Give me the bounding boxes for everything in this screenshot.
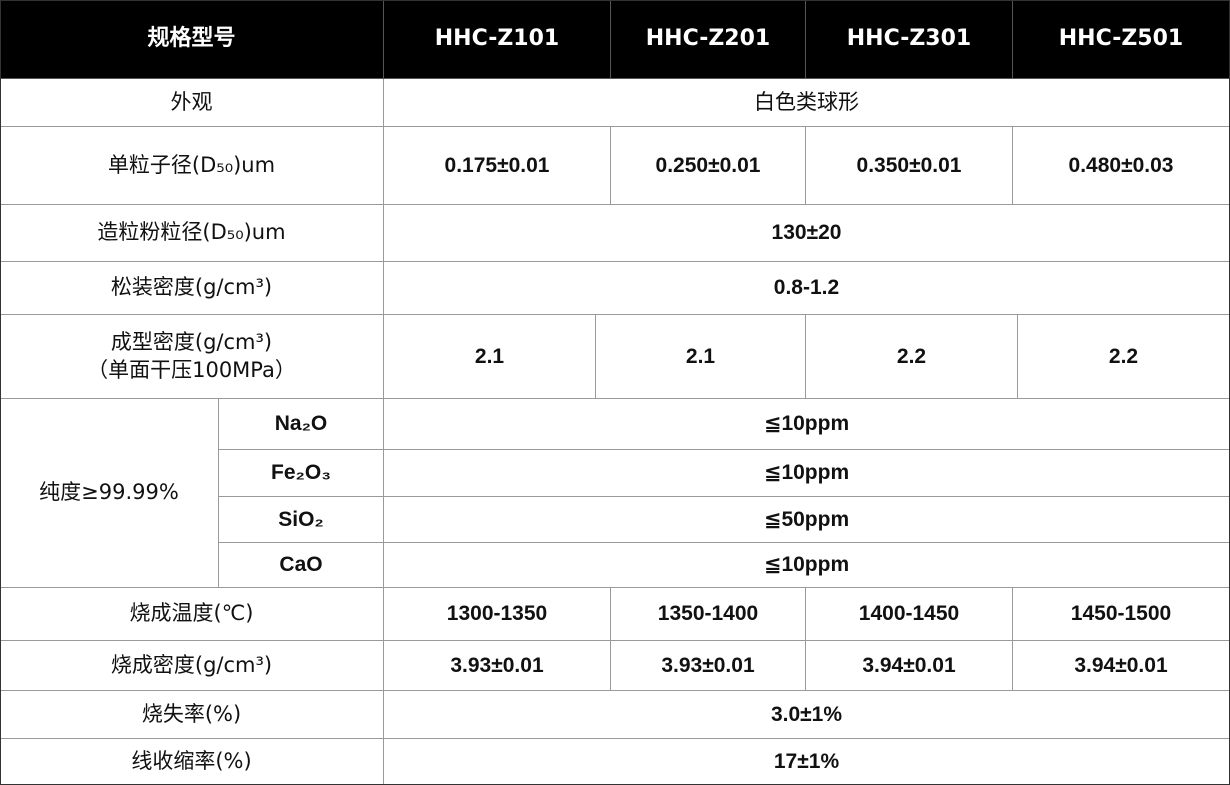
row-label: 线收缩率(%) <box>0 739 384 785</box>
row-label: 纯度≥99.99% <box>0 399 219 588</box>
value-cell: ≦10ppm <box>384 543 1230 588</box>
value-cell: 1350-1400 <box>611 588 806 641</box>
value-cell: 17±1% <box>384 739 1230 785</box>
row-label-sub: （单面干压100MPa） <box>87 357 296 382</box>
row-label: 外观 <box>0 79 384 127</box>
value-cell: 2.2 <box>1018 315 1230 399</box>
value-cell: 0.250±0.01 <box>611 127 806 205</box>
value-cell: 3.93±0.01 <box>611 641 806 691</box>
row-label-main: 成型密度(g/cm³) <box>110 330 273 355</box>
value-cell: 2.1 <box>596 315 806 399</box>
value-cell: 2.2 <box>806 315 1018 399</box>
impurity-name: CaO <box>219 543 384 588</box>
value-cell: ≦10ppm <box>384 399 1230 450</box>
value-cell: 白色类球形 <box>384 79 1230 127</box>
header-model: HHC-Z101 <box>384 0 611 79</box>
header-spec: 规格型号 <box>0 0 384 79</box>
impurity-name: SiO₂ <box>219 497 384 543</box>
value-cell: 1450-1500 <box>1013 588 1230 641</box>
row-label: 松装密度(g/cm³) <box>0 262 384 315</box>
row-label: 成型密度(g/cm³) （单面干压100MPa） <box>0 315 384 399</box>
row-label: 烧成密度(g/cm³) <box>0 641 384 691</box>
value-cell: 1300-1350 <box>384 588 611 641</box>
value-cell: 3.94±0.01 <box>1013 641 1230 691</box>
value-cell: 2.1 <box>384 315 596 399</box>
impurity-name: Na₂O <box>219 399 384 450</box>
value-cell: 3.93±0.01 <box>384 641 611 691</box>
value-cell: 0.480±0.03 <box>1013 127 1230 205</box>
value-cell: 0.175±0.01 <box>384 127 611 205</box>
value-cell: 130±20 <box>384 205 1230 262</box>
row-label: 烧成温度(℃) <box>0 588 384 641</box>
value-cell: ≦50ppm <box>384 497 1230 543</box>
row-label: 造粒粉粒径(D₅₀)um <box>0 205 384 262</box>
value-cell: 3.94±0.01 <box>806 641 1013 691</box>
header-model: HHC-Z501 <box>1013 0 1230 79</box>
row-label: 烧失率(%) <box>0 691 384 739</box>
value-cell: 0.8-1.2 <box>384 262 1230 315</box>
header-model: HHC-Z301 <box>806 0 1013 79</box>
value-cell: 1400-1450 <box>806 588 1013 641</box>
value-cell: 3.0±1% <box>384 691 1230 739</box>
value-cell: ≦10ppm <box>384 450 1230 497</box>
row-label: 单粒子径(D₅₀)um <box>0 127 384 205</box>
header-model: HHC-Z201 <box>611 0 806 79</box>
value-cell: 0.350±0.01 <box>806 127 1013 205</box>
impurity-name: Fe₂O₃ <box>219 450 384 497</box>
